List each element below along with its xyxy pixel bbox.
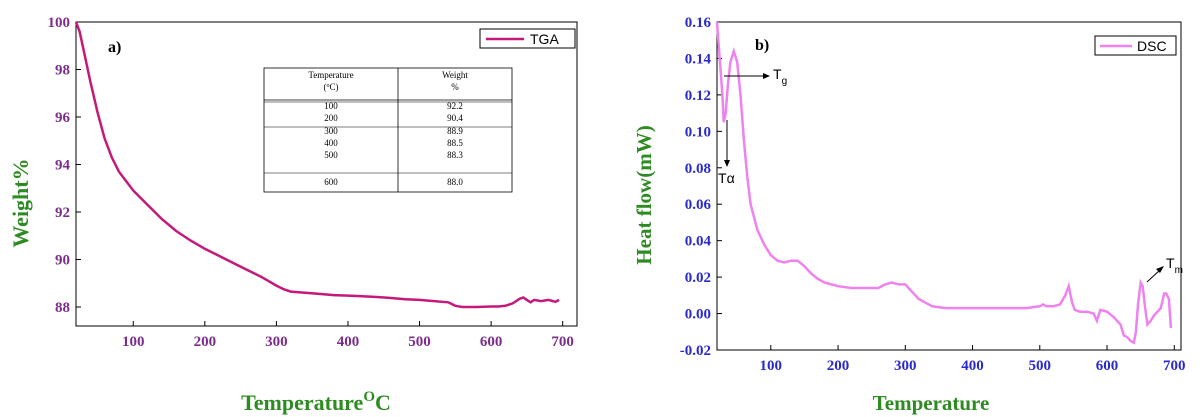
dsc-legend-box	[1094, 35, 1177, 56]
tga-x-tick-label: 300	[265, 334, 288, 350]
dsc-legend-label: DSC	[1137, 38, 1167, 54]
dsc-y-tick-label: 0.00	[685, 307, 711, 323]
table-header-temperature-unit: (oC)	[324, 82, 339, 92]
dsc-y-tick-label: 0.12	[685, 88, 711, 104]
dsc-x-tick-label: 100	[760, 358, 783, 374]
tga-y-tick-label: 98	[55, 63, 70, 79]
tga-plot-frame	[75, 21, 578, 327]
tga-data-table: Temperature (oC) Weight % 100 92.2 200 90.4…	[263, 67, 513, 193]
tg-label: Tg	[773, 66, 787, 87]
table-cell-weight: 88.9	[447, 126, 463, 136]
tga-y-tick-label: 96	[55, 110, 71, 126]
ta-annotation: Tα	[718, 120, 735, 186]
dsc-legend: DSC	[1094, 35, 1177, 56]
dsc-x-tick-label: 200	[827, 358, 850, 374]
tga-x-tick-label: 500	[408, 334, 431, 350]
dsc-panel-label: b)	[755, 37, 769, 54]
dsc-y-tick-label: 0.02	[685, 270, 711, 286]
dsc-y-tick-label: -0.02	[680, 343, 711, 359]
tga-series-line	[74, 21, 560, 309]
table-header-weight-unit: %	[451, 82, 459, 92]
table-cell-temperature: 400	[324, 138, 338, 148]
dsc-y-tick-label: 0.16	[685, 15, 712, 31]
table-cell-temperature: 200	[324, 113, 338, 123]
dsc-y-tick-label: 0.06	[685, 197, 712, 213]
tga-y-tick-label: 90	[55, 253, 70, 269]
dsc-x-tick-label: 400	[961, 358, 984, 374]
table-cell-temperature: 300	[324, 126, 338, 136]
table-cell-temperature: 500	[324, 150, 338, 160]
tga-x-tick-label: 400	[337, 334, 360, 350]
tg-annotation: Tg	[724, 66, 787, 87]
tga-x-tick-label: 600	[480, 334, 503, 350]
tm-annotation: Tm	[1146, 255, 1183, 283]
tga-x-tick-label: 700	[551, 334, 574, 350]
table-cell-temperature: 100	[324, 101, 338, 111]
dsc-x-tick-label: 700	[1163, 358, 1186, 374]
tm-arrow-icon	[1156, 266, 1164, 273]
tga-x-tick-label: 200	[194, 334, 217, 350]
tga-y-tick-label: 94	[55, 158, 71, 174]
table-cell-weight: 90.4	[447, 113, 463, 123]
dsc-y-tick-label: 0.10	[685, 124, 711, 140]
table-cell-weight: 88.3	[447, 150, 463, 160]
tga-x-axis-title: TemperatureOC	[241, 389, 391, 415]
tg-arrow-icon	[763, 73, 770, 79]
tga-y-axis-title: Weight%	[8, 158, 33, 247]
dsc-y-tick-label: 0.14	[685, 51, 712, 67]
dsc-series-line	[715, 21, 1173, 345]
table-cell-weight: 92.2	[447, 101, 463, 111]
table-header-weight: Weight	[442, 70, 468, 80]
table-cell-temperature: 600	[324, 177, 338, 187]
table-cell-weight: 88.5	[447, 138, 463, 148]
dsc-plot-frame	[716, 21, 1182, 351]
tm-label: Tm	[1166, 255, 1183, 276]
dsc-y-axis-title: Heat flow(mW)	[632, 125, 656, 264]
ta-label: Tα	[718, 170, 735, 186]
dsc-y-tick-label: 0.04	[685, 234, 712, 250]
table-cell-weight: 88.0	[447, 177, 463, 187]
tga-chart: 88 90 92 94 96 98 100 100 200 300 400 500 600 700 a)…	[8, 15, 578, 415]
ta-arrow-icon	[724, 160, 730, 167]
tga-y-tick-label: 88	[55, 300, 70, 316]
dsc-chart: -0.02 0.00 0.02 0.04 0.06 0.08 0.10 0.12 0.14 0.1…	[632, 15, 1186, 415]
tga-panel-label: a)	[108, 39, 121, 56]
table-header-temperature: Temperature	[308, 70, 353, 80]
dsc-y-tick-label: 0.08	[685, 161, 711, 177]
dsc-x-tick-label: 500	[1029, 358, 1052, 374]
dsc-x-axis-title: Temperature	[873, 391, 990, 415]
tga-y-tick-label: 92	[55, 205, 70, 221]
dsc-x-tick-label: 300	[894, 358, 917, 374]
tga-legend-box	[479, 28, 576, 49]
dsc-x-tick-label: 600	[1096, 358, 1119, 374]
tga-legend: TGA	[479, 28, 576, 49]
tga-legend-label: TGA	[530, 31, 559, 47]
tga-x-tick-label: 100	[122, 334, 145, 350]
table-frame	[263, 67, 513, 193]
tga-y-tick-label: 100	[48, 15, 71, 31]
